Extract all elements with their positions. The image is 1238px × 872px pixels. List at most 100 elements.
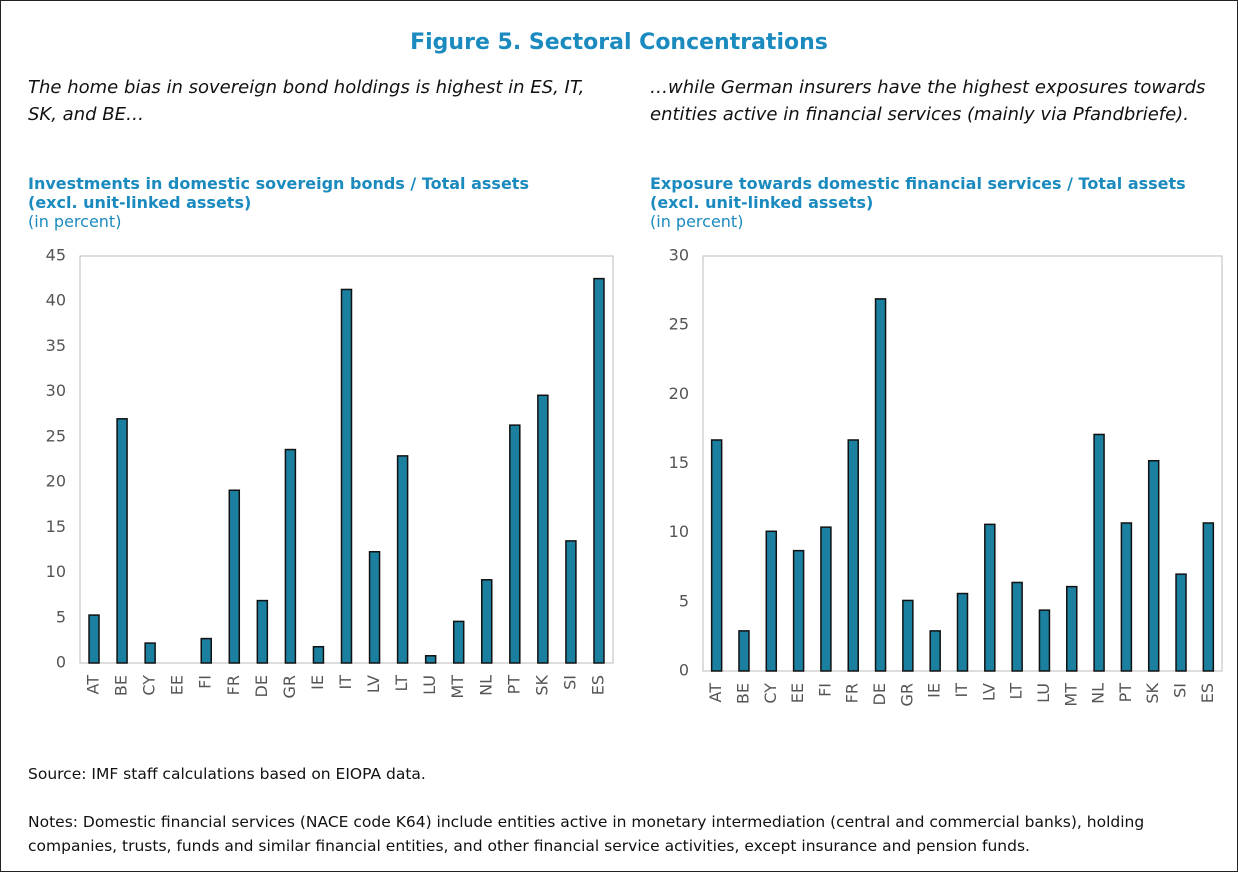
x-tick-label: IT [952, 683, 971, 698]
y-tick-label: 10 [46, 562, 66, 581]
y-tick-label: 20 [669, 384, 689, 403]
bar [481, 579, 493, 664]
x-tick-label: GR [897, 683, 916, 707]
x-tick-label: IT [336, 675, 355, 690]
x-tick-label: IE [308, 675, 327, 690]
bar [312, 645, 325, 664]
y-tick-label: 25 [669, 315, 689, 334]
x-tick-label: BE [112, 675, 131, 696]
bar [396, 455, 409, 664]
y-tick-label: 30 [46, 381, 66, 400]
y-tick-label: 35 [46, 336, 66, 355]
caption: …while German insurers have the highest … [650, 77, 1206, 125]
x-tick-label: SI [1171, 683, 1190, 698]
x-tick-label: MT [1061, 683, 1080, 707]
chart-subtitle: (in percent) [650, 212, 744, 231]
x-tick-label: PT [504, 675, 523, 695]
caption: The home bias in sovereign bond holdings… [28, 77, 585, 125]
chart-title: (excl. unit-linked assets) [650, 193, 874, 212]
x-tick-label: LT [1007, 683, 1026, 700]
y-tick-label: 15 [46, 517, 66, 536]
bar [1093, 433, 1105, 672]
bar [929, 630, 941, 672]
x-tick-label: EE [168, 675, 187, 695]
x-tick-label: BE [733, 683, 752, 704]
bar [1011, 581, 1023, 672]
bar [200, 637, 212, 664]
x-tick-label: AT [706, 683, 725, 703]
bar [537, 394, 549, 664]
bar [902, 599, 914, 672]
y-tick-label: 20 [46, 472, 66, 491]
x-tick-label: LU [1034, 683, 1053, 703]
bar [88, 614, 100, 664]
bar [256, 599, 269, 664]
y-tick-label: 0 [56, 653, 66, 672]
x-tick-label: CY [140, 675, 159, 696]
x-tick-label: SI [560, 675, 579, 690]
bar [565, 540, 577, 664]
y-tick-label: 5 [56, 607, 66, 626]
y-tick-label: 45 [46, 246, 66, 265]
chart-title: (excl. unit-linked assets) [28, 193, 252, 212]
x-tick-label: LT [392, 675, 411, 692]
x-tick-label: ES [588, 675, 607, 695]
x-tick-label: SK [1143, 683, 1162, 704]
bar [1120, 522, 1133, 672]
x-tick-label: LV [979, 683, 998, 701]
bar [228, 489, 241, 664]
x-tick-label: SK [532, 675, 551, 696]
x-tick-label: NL [476, 675, 495, 696]
x-tick-label: MT [448, 675, 467, 699]
y-tick-label: 40 [46, 291, 66, 310]
source: Source: IMF staff calculations based on … [28, 765, 426, 783]
bar [368, 551, 381, 664]
bar [509, 424, 521, 664]
bar [144, 642, 156, 664]
y-tick-label: 30 [669, 246, 689, 265]
chart-subtitle: (in percent) [28, 212, 122, 231]
bar [424, 655, 437, 664]
bar [1066, 585, 1078, 672]
bar [984, 523, 996, 672]
chart-title: Investments in domestic sovereign bonds … [28, 174, 529, 193]
bar [820, 526, 832, 672]
bar [874, 298, 887, 672]
notes: Notes: Domestic financial services (NACE… [28, 813, 1145, 855]
figure-title: Figure 5. Sectoral Concentrations [410, 30, 828, 55]
x-tick-label: FR [224, 675, 243, 695]
bar [738, 630, 750, 672]
x-tick-label: FR [843, 683, 862, 703]
bar [116, 418, 128, 664]
y-tick-label: 5 [679, 591, 689, 610]
bar [452, 620, 465, 664]
x-tick-label: DE [870, 683, 889, 705]
chart-title: Exposure towards domestic financial serv… [650, 174, 1186, 193]
bar [710, 439, 723, 672]
bar [847, 439, 859, 672]
bar [593, 277, 605, 664]
bar [340, 288, 353, 664]
x-tick-label: AT [84, 675, 103, 695]
bar [1038, 609, 1051, 672]
y-tick-label: 10 [669, 522, 689, 541]
x-tick-label: PT [1116, 683, 1135, 703]
x-tick-label: ES [1198, 683, 1217, 703]
x-tick-label: FI [196, 675, 215, 689]
bar [1175, 573, 1187, 672]
x-tick-label: CY [761, 683, 780, 704]
bar [956, 592, 969, 672]
x-tick-label: LU [420, 675, 439, 695]
bar [792, 549, 805, 672]
x-tick-label: NL [1089, 683, 1108, 704]
bar [1202, 522, 1215, 672]
y-tick-label: 25 [46, 426, 66, 445]
bar [1147, 459, 1160, 672]
x-tick-label: LV [364, 675, 383, 693]
bar [765, 530, 778, 672]
y-tick-label: 15 [669, 453, 689, 472]
x-tick-label: GR [280, 675, 299, 699]
x-tick-label: IE [925, 683, 944, 698]
